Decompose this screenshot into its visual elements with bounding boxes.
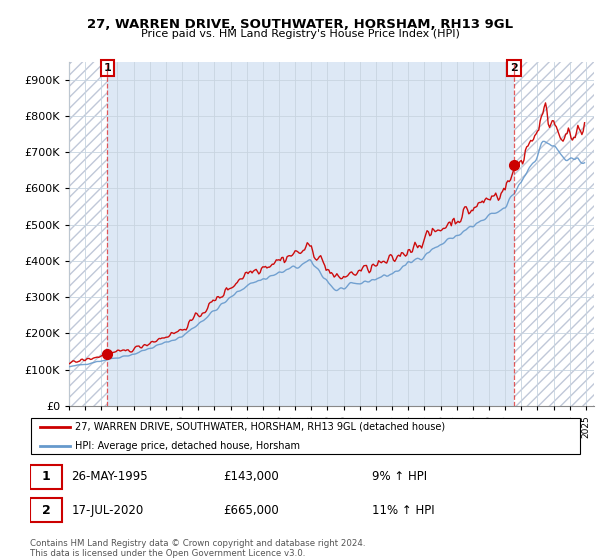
Text: 9% ↑ HPI: 9% ↑ HPI bbox=[372, 470, 427, 483]
Text: HPI: Average price, detached house, Horsham: HPI: Average price, detached house, Hors… bbox=[75, 441, 300, 450]
Text: Contains HM Land Registry data © Crown copyright and database right 2024.
This d: Contains HM Land Registry data © Crown c… bbox=[30, 539, 365, 558]
Bar bbox=[514, 62, 594, 406]
FancyBboxPatch shape bbox=[31, 418, 580, 454]
Text: 2: 2 bbox=[41, 504, 50, 517]
Text: 11% ↑ HPI: 11% ↑ HPI bbox=[372, 504, 435, 517]
Bar bbox=[107, 62, 514, 406]
FancyBboxPatch shape bbox=[30, 465, 62, 489]
Text: 27, WARREN DRIVE, SOUTHWATER, HORSHAM, RH13 9GL (detached house): 27, WARREN DRIVE, SOUTHWATER, HORSHAM, R… bbox=[75, 422, 445, 432]
Text: 26-MAY-1995: 26-MAY-1995 bbox=[71, 470, 148, 483]
Text: Price paid vs. HM Land Registry's House Price Index (HPI): Price paid vs. HM Land Registry's House … bbox=[140, 29, 460, 39]
Text: 1: 1 bbox=[41, 470, 50, 483]
Text: 27, WARREN DRIVE, SOUTHWATER, HORSHAM, RH13 9GL: 27, WARREN DRIVE, SOUTHWATER, HORSHAM, R… bbox=[87, 18, 513, 31]
Text: 17-JUL-2020: 17-JUL-2020 bbox=[71, 504, 143, 517]
Text: £665,000: £665,000 bbox=[223, 504, 279, 517]
Text: 2: 2 bbox=[510, 63, 518, 73]
Bar bbox=[69, 62, 107, 406]
Text: £143,000: £143,000 bbox=[223, 470, 279, 483]
Text: 1: 1 bbox=[104, 63, 112, 73]
FancyBboxPatch shape bbox=[30, 498, 62, 522]
